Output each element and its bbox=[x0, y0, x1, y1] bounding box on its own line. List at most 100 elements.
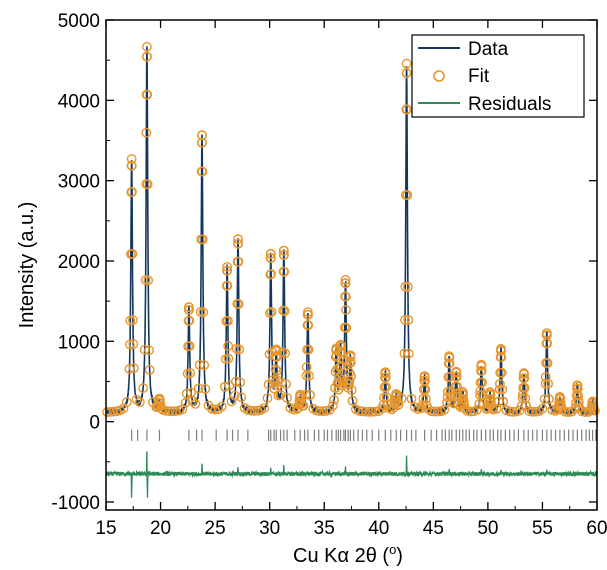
fit-point bbox=[341, 322, 352, 333]
fit-point bbox=[543, 378, 554, 389]
fit-point bbox=[128, 315, 138, 325]
fit-point bbox=[235, 377, 246, 388]
fit-point bbox=[222, 315, 233, 326]
fit-point bbox=[197, 137, 208, 148]
fit-point bbox=[126, 154, 137, 164]
fit-point bbox=[380, 372, 391, 383]
fit-point bbox=[474, 399, 485, 410]
fit-point bbox=[197, 234, 208, 245]
fit-point bbox=[340, 278, 351, 289]
fit-point bbox=[451, 371, 462, 382]
fit-point bbox=[539, 394, 550, 405]
fit-point bbox=[279, 306, 290, 317]
fit-point bbox=[144, 345, 155, 356]
fit-point bbox=[180, 397, 191, 408]
x-tick-label: 45 bbox=[423, 518, 444, 539]
fit-point bbox=[392, 394, 402, 405]
fit-point bbox=[381, 382, 391, 392]
fit-point bbox=[419, 372, 430, 382]
fit-point bbox=[124, 364, 135, 374]
fit-point bbox=[519, 373, 530, 384]
fit-point bbox=[246, 405, 257, 416]
series-line-residuals bbox=[105, 451, 598, 498]
y-tick-label: 0 bbox=[89, 413, 100, 434]
fit-point bbox=[266, 253, 276, 263]
fit-point bbox=[402, 190, 413, 200]
fit-point bbox=[126, 160, 137, 171]
fit-point bbox=[346, 371, 357, 381]
fit-point bbox=[451, 367, 462, 378]
fit-point bbox=[542, 358, 553, 368]
fit-point bbox=[555, 397, 566, 408]
fit-point bbox=[364, 406, 374, 417]
fit-point bbox=[393, 399, 404, 410]
fit-point bbox=[138, 383, 149, 393]
fit-point bbox=[380, 368, 391, 379]
fit-point bbox=[496, 367, 507, 378]
fit-point bbox=[281, 379, 291, 389]
fit-point bbox=[400, 315, 410, 325]
fit-point bbox=[477, 377, 488, 388]
fit-point bbox=[573, 397, 584, 408]
fit-point bbox=[329, 395, 339, 405]
fit-point bbox=[458, 394, 469, 405]
fit-point bbox=[184, 315, 195, 326]
fit-point bbox=[494, 378, 505, 389]
fit-point bbox=[334, 362, 345, 373]
fit-point bbox=[542, 338, 553, 349]
fit-point bbox=[318, 406, 329, 417]
fit-point bbox=[108, 406, 119, 417]
fit-point bbox=[444, 358, 455, 369]
fit-point bbox=[442, 397, 452, 408]
fit-point bbox=[421, 400, 432, 411]
fit-point bbox=[421, 393, 431, 404]
fit-point bbox=[381, 392, 392, 403]
fit-point bbox=[279, 266, 290, 277]
fit-point bbox=[198, 307, 209, 318]
fit-point bbox=[540, 378, 551, 389]
fit-point bbox=[444, 352, 455, 363]
fit-point bbox=[233, 238, 244, 249]
fit-point bbox=[459, 399, 469, 410]
fit-point bbox=[496, 352, 507, 363]
y-tick-label: 3000 bbox=[58, 172, 100, 193]
fit-point bbox=[230, 376, 241, 387]
fit-point bbox=[328, 400, 338, 411]
fit-point bbox=[403, 281, 413, 292]
fit-point bbox=[197, 166, 208, 177]
legend-label-fit: Fit bbox=[468, 66, 490, 87]
fit-point bbox=[493, 396, 504, 407]
fit-point bbox=[487, 403, 498, 414]
fit-point bbox=[121, 397, 132, 407]
fit-point bbox=[139, 344, 150, 355]
fit-point bbox=[223, 341, 234, 351]
fit-point bbox=[102, 407, 112, 417]
fit-point bbox=[514, 405, 525, 416]
fit-point bbox=[262, 393, 273, 404]
fit-point bbox=[401, 68, 412, 78]
fit-point bbox=[521, 400, 531, 411]
fit-point bbox=[233, 234, 243, 245]
fit-point bbox=[391, 390, 402, 401]
fit-point bbox=[141, 127, 152, 138]
fit-point bbox=[519, 369, 529, 379]
fit-point bbox=[573, 390, 584, 401]
fit-point bbox=[142, 51, 152, 62]
fit-point bbox=[266, 269, 277, 279]
fit-point bbox=[265, 308, 275, 318]
fit-point bbox=[295, 391, 306, 402]
fit-point bbox=[184, 304, 194, 315]
fit-point bbox=[249, 405, 260, 416]
fit-point bbox=[142, 89, 153, 100]
x-tick-label: 50 bbox=[477, 518, 498, 539]
legend-label-data: Data bbox=[468, 39, 509, 60]
fit-point bbox=[337, 380, 348, 391]
fit-point bbox=[589, 405, 600, 416]
fit-point bbox=[340, 291, 351, 302]
fit-point bbox=[403, 348, 414, 359]
fit-point bbox=[272, 375, 283, 386]
fit-point bbox=[357, 406, 368, 417]
x-tick-label: 35 bbox=[314, 518, 335, 539]
fit-point bbox=[222, 280, 233, 291]
